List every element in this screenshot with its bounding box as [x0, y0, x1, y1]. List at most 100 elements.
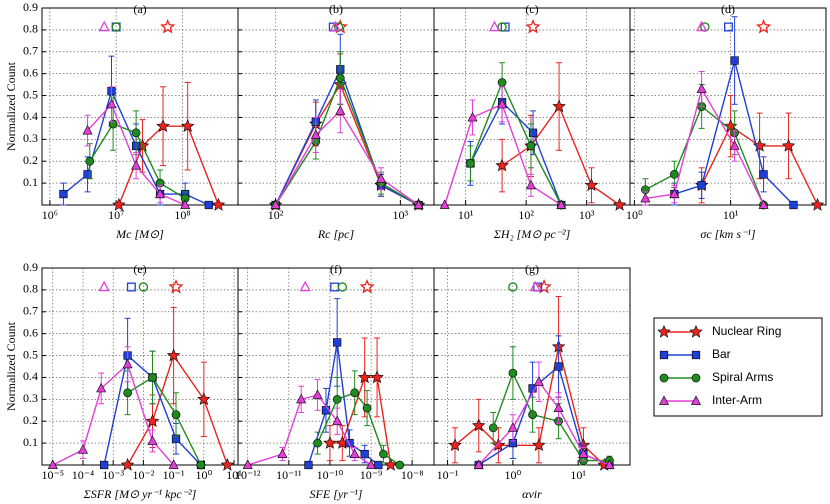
data-point	[197, 392, 211, 406]
data-point	[96, 382, 107, 393]
data-point	[155, 188, 166, 198]
median-marker	[724, 22, 733, 32]
median-marker	[359, 278, 375, 294]
legend-marker	[691, 373, 701, 383]
series-line	[275, 76, 419, 206]
data-point	[296, 393, 307, 404]
y-tick-label: 0.8	[23, 22, 38, 36]
data-point	[395, 460, 405, 470]
data-point	[196, 460, 206, 470]
data-point	[697, 181, 706, 190]
data-point	[180, 199, 191, 209]
y-tick-label: 0.4	[23, 109, 38, 123]
data-point	[108, 119, 118, 129]
x-tick-label: 10⁻²	[132, 468, 154, 482]
panel-title: (a)	[133, 2, 146, 16]
data-point	[376, 173, 387, 183]
data-point	[473, 459, 484, 469]
data-point	[379, 449, 388, 459]
panel-title: (c)	[525, 2, 538, 16]
median-marker	[332, 18, 348, 34]
series-line	[274, 67, 419, 206]
panel-title: (d)	[721, 2, 735, 16]
data-point	[156, 119, 170, 132]
median-marker	[536, 278, 552, 294]
data-point	[304, 460, 313, 470]
x-tick-label: 10⁻⁴	[72, 468, 95, 482]
data-point	[495, 158, 509, 172]
legend-marker	[659, 373, 669, 383]
series-line	[478, 380, 610, 466]
x-tick-label: 10²	[518, 208, 534, 222]
legend-label: Bar	[712, 347, 731, 361]
data-point	[810, 197, 825, 211]
data-point	[781, 138, 796, 152]
x-tick-label: 10⁻¹¹	[276, 468, 302, 482]
x-axis-label: ΣH₂ [M⊙ pc⁻²]	[493, 227, 571, 241]
legend-marker	[691, 350, 701, 360]
median-marker	[337, 282, 348, 292]
data-point	[759, 170, 768, 179]
data-point	[789, 200, 798, 210]
x-tick-label: 10⁶	[42, 208, 58, 222]
data-point	[448, 438, 462, 452]
median-marker	[497, 22, 507, 32]
series-line	[274, 109, 420, 206]
data-point	[120, 457, 135, 471]
data-point	[313, 438, 322, 448]
data-point	[730, 56, 739, 65]
data-point	[758, 199, 769, 209]
x-tick-label: 10¹	[458, 208, 474, 222]
y-axis-label: Normalized Count	[4, 321, 18, 411]
x-axis-label: Rc [pc]	[317, 227, 355, 241]
panel-title: (e)	[133, 262, 146, 276]
plot-frame	[41, 7, 239, 206]
data-point	[466, 159, 475, 168]
x-tick-label: 10⁻¹	[163, 468, 185, 482]
y-tick-label: 0.8	[23, 282, 38, 296]
median-marker	[299, 280, 311, 292]
data-point	[85, 156, 95, 166]
data-point	[333, 338, 342, 347]
x-axis-label: αvir	[522, 487, 542, 501]
data-point	[166, 348, 181, 362]
data-point	[349, 448, 360, 458]
data-point	[554, 362, 563, 371]
median-marker	[500, 22, 510, 32]
median-marker	[329, 20, 341, 32]
data-point	[366, 459, 377, 469]
median-marker	[696, 20, 708, 32]
legend-label: Spiral Arms	[712, 370, 773, 384]
x-tick-label: 10⁻⁹	[360, 468, 383, 482]
legend-box	[653, 317, 823, 417]
y-tick-label: 0.5	[23, 347, 38, 361]
data-point	[507, 422, 518, 432]
data-point	[413, 199, 424, 209]
data-point	[669, 188, 680, 198]
x-axis-label: Mc [M⊙]	[115, 227, 164, 241]
median-marker	[126, 282, 136, 292]
data-point	[112, 197, 126, 211]
y-tick-label: 0.1	[23, 435, 38, 449]
data-point	[525, 179, 536, 190]
data-point	[77, 444, 88, 454]
data-point	[362, 403, 372, 413]
data-point	[277, 448, 288, 458]
series-line	[127, 376, 202, 466]
legend-marker	[689, 324, 703, 338]
median-marker	[508, 282, 518, 292]
y-tick-label: 0.9	[23, 260, 38, 274]
data-point	[99, 460, 109, 470]
y-tick-label: 0.2	[23, 153, 38, 167]
data-point	[310, 129, 321, 139]
median-marker	[525, 18, 541, 34]
data-point	[220, 457, 235, 471]
y-tick-label: 0.3	[23, 131, 38, 145]
data-point	[147, 435, 158, 445]
x-tick-label: 10⁰	[626, 208, 643, 222]
x-tick-label: 10⁰	[504, 468, 521, 482]
y-tick-label: 0.4	[23, 369, 38, 383]
series-line	[274, 83, 419, 206]
median-marker	[168, 278, 184, 294]
data-point	[270, 199, 281, 209]
